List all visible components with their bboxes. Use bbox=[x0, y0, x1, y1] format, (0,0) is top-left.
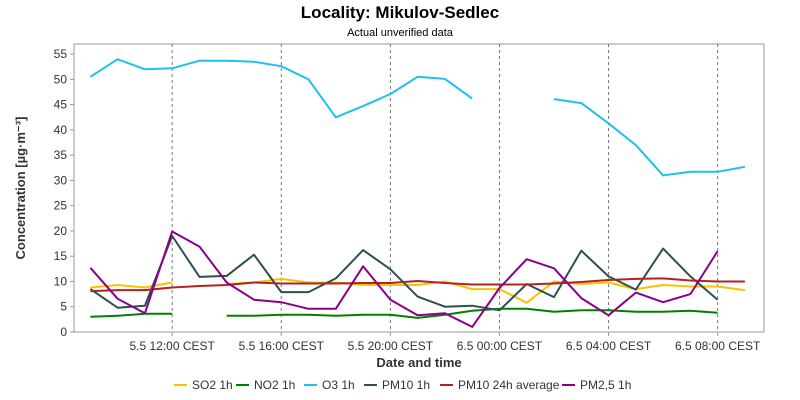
y-tick-label: 10 bbox=[54, 274, 68, 288]
x-axis: 5.5 12:00 CEST 5.5 16:00 CEST 5.5 20:00 CE… bbox=[129, 332, 761, 353]
y-tick-label: 30 bbox=[54, 173, 68, 187]
y-tick-label: 50 bbox=[54, 72, 68, 86]
x-tick-label: 5.5 16:00 CEST bbox=[239, 339, 325, 353]
y-axis: 0 5 10 15 20 25 30 35 40 45 50 55 bbox=[54, 47, 74, 339]
x-axis-label: Date and time bbox=[376, 355, 461, 370]
series-line bbox=[89, 230, 719, 328]
legend-label: PM10 1h bbox=[382, 378, 430, 392]
x-tick-label: 5.5 20:00 CEST bbox=[348, 339, 434, 353]
series-line bbox=[90, 277, 745, 293]
series-line bbox=[89, 58, 473, 119]
y-tick-label: 45 bbox=[54, 98, 68, 112]
plot-area bbox=[73, 43, 765, 333]
series-line bbox=[553, 98, 746, 177]
x-tick-label: 6.5 08:00 CEST bbox=[675, 339, 761, 353]
series-5 bbox=[90, 277, 745, 293]
series-line bbox=[226, 307, 718, 319]
chart-title: Locality: Mikulov-Sedlec bbox=[301, 3, 499, 22]
legend-label: PM2,5 1h bbox=[580, 378, 631, 392]
y-tick-label: 40 bbox=[54, 123, 68, 137]
series-6 bbox=[89, 230, 719, 328]
series-line bbox=[90, 312, 173, 318]
series-3 bbox=[89, 58, 746, 177]
legend-label: NO2 1h bbox=[254, 378, 295, 392]
legend-label: SO2 1h bbox=[192, 378, 233, 392]
y-tick-label: 25 bbox=[54, 199, 68, 213]
chart-subtitle: Actual unverified data bbox=[347, 27, 454, 39]
x-tick-label: 6.5 00:00 CEST bbox=[457, 339, 543, 353]
y-tick-label: 5 bbox=[60, 300, 67, 314]
series-group bbox=[89, 58, 746, 328]
x-tick-label: 5.5 12:00 CEST bbox=[129, 339, 215, 353]
y-tick-label: 15 bbox=[54, 249, 68, 263]
y-tick-label: 20 bbox=[54, 224, 68, 238]
legend-label: PM10 24h average bbox=[458, 378, 560, 392]
y-axis-label: Concentration [µg·m⁻³] bbox=[13, 117, 28, 260]
y-tick-label: 35 bbox=[54, 148, 68, 162]
series-2 bbox=[90, 307, 718, 319]
grid bbox=[171, 44, 719, 332]
legend-label: O3 1h bbox=[322, 378, 355, 392]
series-line bbox=[90, 281, 173, 289]
y-tick-label: 55 bbox=[54, 47, 68, 61]
x-tick-label: 6.5 04:00 CEST bbox=[566, 339, 652, 353]
legend: SO2 1h NO2 1h O3 1h PM10 1h PM10 24h average… bbox=[174, 378, 631, 392]
y-tick-label: 0 bbox=[60, 325, 67, 339]
